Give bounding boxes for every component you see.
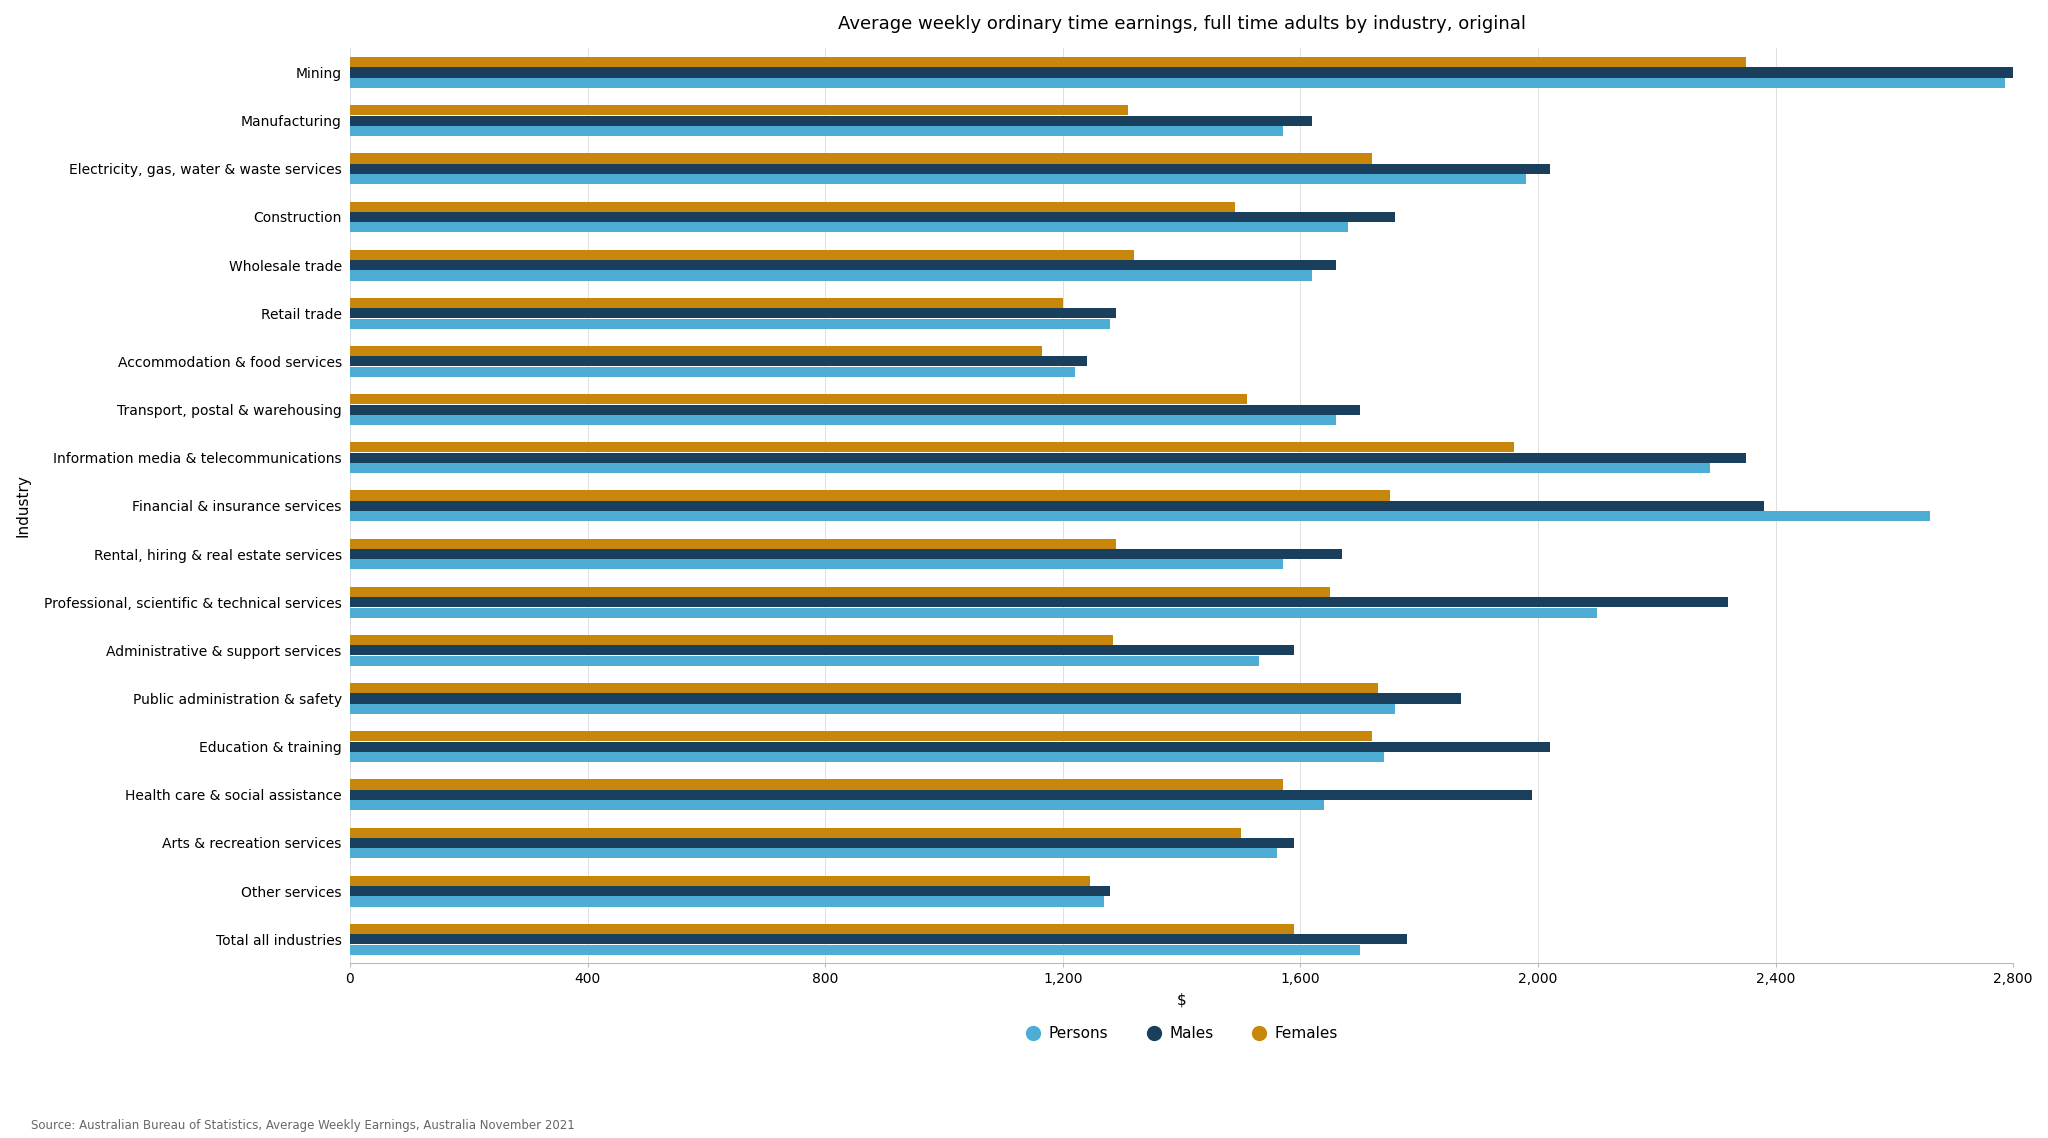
Bar	[350, 201, 1235, 212]
Bar	[350, 645, 1294, 655]
Bar	[350, 703, 1395, 714]
Title: Average weekly ordinary time earnings, full time adults by industry, original: Average weekly ordinary time earnings, f…	[838, 15, 1526, 33]
Bar	[350, 164, 1550, 174]
Bar	[350, 443, 1513, 453]
Bar	[350, 742, 1550, 752]
Y-axis label: Industry: Industry	[14, 475, 31, 537]
Bar	[350, 404, 1360, 414]
Bar	[350, 838, 1294, 848]
Bar	[350, 511, 1929, 521]
Bar	[350, 608, 1597, 618]
Bar	[350, 222, 1348, 232]
Bar	[350, 366, 1075, 377]
Bar	[350, 693, 1460, 703]
Bar	[350, 415, 1335, 424]
Bar	[350, 453, 1747, 463]
Bar	[350, 732, 1372, 741]
Bar	[350, 876, 1090, 885]
Bar	[350, 655, 1260, 666]
Bar	[350, 635, 1114, 645]
Bar	[350, 356, 1087, 366]
Bar	[350, 800, 1325, 810]
Text: Source: Australian Bureau of Statistics, Average Weekly Earnings, Australia Nove: Source: Australian Bureau of Statistics,…	[31, 1120, 575, 1132]
Bar	[350, 463, 1710, 473]
Bar	[350, 490, 1389, 501]
Bar	[350, 560, 1282, 569]
Bar	[350, 261, 1335, 270]
Bar	[350, 934, 1407, 945]
Bar	[350, 683, 1378, 693]
Bar	[350, 106, 1128, 115]
Bar	[350, 394, 1247, 404]
Bar	[350, 887, 1110, 897]
Bar	[350, 57, 1747, 67]
Bar	[350, 827, 1241, 838]
Bar	[350, 549, 1341, 559]
Bar	[350, 77, 2005, 88]
Bar	[350, 945, 1360, 955]
Bar	[350, 780, 1282, 790]
Bar	[350, 126, 1282, 137]
Bar	[350, 848, 1276, 858]
Bar	[350, 346, 1042, 356]
Bar	[350, 790, 1532, 800]
Bar	[350, 298, 1063, 308]
Bar	[350, 501, 1763, 511]
Bar	[350, 174, 1526, 184]
Bar	[350, 752, 1384, 762]
Bar	[350, 538, 1116, 549]
Bar	[350, 67, 2013, 77]
Bar	[350, 212, 1395, 222]
Bar	[350, 897, 1104, 907]
Bar	[350, 924, 1294, 934]
Bar	[350, 319, 1110, 329]
Legend: Persons, Males, Females: Persons, Males, Females	[1020, 1020, 1343, 1047]
Bar	[350, 154, 1372, 164]
Bar	[350, 597, 1729, 608]
Bar	[350, 249, 1135, 259]
Bar	[350, 116, 1313, 125]
Bar	[350, 587, 1329, 597]
X-axis label: $: $	[1178, 992, 1186, 1007]
Bar	[350, 308, 1116, 319]
Bar	[350, 271, 1313, 281]
